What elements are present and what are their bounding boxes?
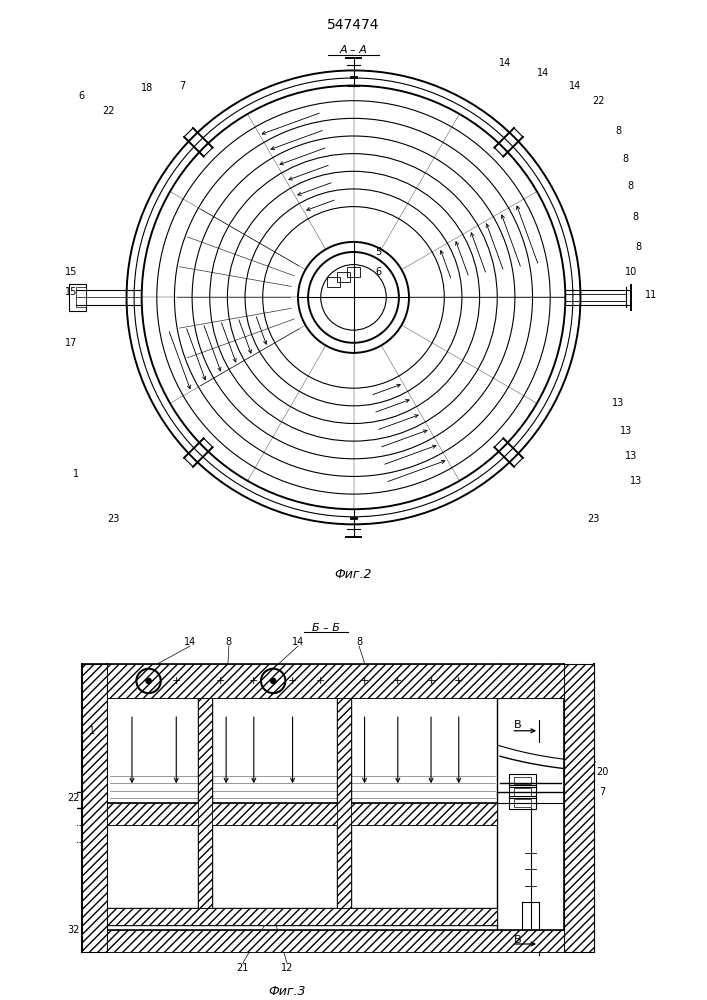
Bar bbox=[337, 272, 350, 282]
Bar bbox=[107, 803, 498, 825]
Text: 8: 8 bbox=[628, 181, 634, 191]
Text: 13: 13 bbox=[625, 451, 637, 461]
Text: 6: 6 bbox=[375, 267, 382, 277]
Text: +: + bbox=[216, 676, 226, 686]
Text: 5: 5 bbox=[375, 247, 382, 257]
Bar bbox=[514, 799, 531, 807]
Text: 21: 21 bbox=[237, 963, 249, 973]
Text: 14: 14 bbox=[537, 68, 549, 78]
Text: А – А: А – А bbox=[339, 45, 368, 55]
Text: 22: 22 bbox=[103, 106, 115, 116]
Text: 23: 23 bbox=[107, 514, 120, 524]
Bar bbox=[347, 267, 360, 277]
Text: +: + bbox=[172, 676, 181, 686]
Text: Фиг.2: Фиг.2 bbox=[334, 568, 373, 581]
Text: 12: 12 bbox=[281, 963, 293, 973]
Text: +: + bbox=[360, 676, 369, 686]
Bar bbox=[508, 785, 537, 798]
Bar bbox=[69, 284, 86, 311]
Bar bbox=[337, 698, 351, 908]
Bar bbox=[514, 788, 531, 796]
Text: 22: 22 bbox=[592, 96, 604, 106]
Bar bbox=[514, 777, 531, 784]
Text: 8: 8 bbox=[356, 637, 362, 647]
Text: 7: 7 bbox=[179, 81, 185, 91]
Text: 11: 11 bbox=[645, 290, 658, 300]
Text: 32: 32 bbox=[68, 925, 80, 935]
Text: 7: 7 bbox=[600, 787, 606, 797]
Text: 15: 15 bbox=[65, 267, 77, 277]
Bar bbox=[76, 287, 86, 307]
Bar bbox=[199, 698, 212, 908]
Text: 14: 14 bbox=[498, 58, 511, 68]
Bar bbox=[508, 774, 537, 787]
Text: +: + bbox=[315, 676, 325, 686]
Text: 14: 14 bbox=[184, 637, 197, 647]
Text: 8: 8 bbox=[636, 242, 641, 252]
Text: 6: 6 bbox=[78, 91, 84, 101]
Circle shape bbox=[145, 678, 152, 684]
Text: 13: 13 bbox=[630, 476, 642, 486]
Text: 8: 8 bbox=[623, 154, 629, 164]
Text: 1: 1 bbox=[89, 726, 95, 736]
Text: 14: 14 bbox=[292, 637, 304, 647]
Text: 10: 10 bbox=[625, 267, 637, 277]
Text: 547474: 547474 bbox=[327, 18, 380, 32]
Text: Б – Б: Б – Б bbox=[312, 623, 340, 633]
Text: 22: 22 bbox=[68, 793, 80, 803]
Text: +: + bbox=[454, 676, 463, 686]
Bar bbox=[107, 664, 564, 698]
Bar bbox=[82, 664, 107, 952]
Bar bbox=[564, 664, 595, 952]
Bar bbox=[508, 796, 537, 809]
Text: В: В bbox=[514, 935, 522, 945]
Text: 8: 8 bbox=[633, 212, 639, 222]
Text: +: + bbox=[393, 676, 402, 686]
Bar bbox=[107, 908, 498, 925]
Text: 8: 8 bbox=[615, 126, 621, 136]
Text: Фиг.3: Фиг.3 bbox=[268, 985, 306, 998]
Text: 17: 17 bbox=[65, 338, 77, 348]
Text: +: + bbox=[288, 676, 297, 686]
Circle shape bbox=[270, 678, 276, 684]
Text: 1: 1 bbox=[73, 469, 79, 479]
Bar bbox=[107, 930, 564, 952]
Bar bbox=[327, 277, 339, 287]
Text: 13: 13 bbox=[612, 398, 624, 408]
Text: 23: 23 bbox=[587, 514, 600, 524]
Text: 14: 14 bbox=[569, 81, 582, 91]
Text: 20: 20 bbox=[597, 767, 609, 777]
Text: +: + bbox=[426, 676, 436, 686]
Text: 8: 8 bbox=[226, 637, 232, 647]
Text: +: + bbox=[249, 676, 259, 686]
Text: 18: 18 bbox=[141, 83, 153, 93]
Text: В: В bbox=[514, 720, 522, 730]
Text: 13: 13 bbox=[620, 426, 632, 436]
Text: 15: 15 bbox=[65, 287, 77, 297]
